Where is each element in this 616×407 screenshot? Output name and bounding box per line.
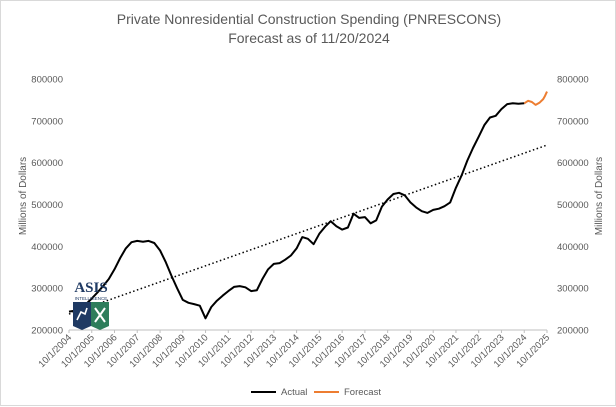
legend: Actual Forecast (251, 387, 381, 398)
y-axis-label-right: Millions of Dollars (594, 157, 605, 235)
y-tick-label-left: 300000 (31, 284, 63, 295)
y-tick-label-left: 200000 (31, 326, 63, 337)
logo-eagle-mark (76, 307, 88, 321)
logo-text: ASIS (74, 280, 107, 296)
y-tick-label-right: 300000 (557, 284, 589, 295)
y-tick-label-left: 800000 (31, 75, 63, 86)
legend-label-actual: Actual (281, 387, 307, 398)
logo-shield-left (73, 302, 91, 330)
y-tick-label-right: 800000 (557, 75, 589, 86)
y-tick-label-right: 200000 (557, 326, 589, 337)
trendline-group (68, 144, 548, 315)
series-line-actual (68, 102, 525, 320)
y-tick-label-left: 500000 (31, 200, 63, 211)
y-tick-label-left: 400000 (31, 242, 63, 253)
chart-title: Private Nonresidential Construction Spen… (117, 11, 501, 27)
axes-group: 200000 200000 300000 300000 400000 400000 5000… (31, 75, 588, 371)
y-tick-label-right: 400000 (557, 242, 589, 253)
y-tick-label-left: 600000 (31, 158, 63, 169)
series-group (68, 91, 548, 320)
chart-subtitle: Forecast as of 11/20/2024 (228, 30, 390, 46)
asis-logo: ASIS INTELLIGENCE (73, 280, 109, 330)
y-axis-label-left: Millions of Dollars (18, 157, 29, 235)
logo-cross-mark (94, 307, 106, 323)
trendline (68, 144, 548, 315)
legend-label-forecast: Forecast (344, 387, 381, 398)
series-line-forecast (523, 91, 548, 106)
y-tick-label-right: 700000 (557, 116, 589, 127)
y-tick-label-right: 500000 (557, 200, 589, 211)
logo-subtext: INTELLIGENCE (75, 296, 108, 301)
y-tick-label-left: 700000 (31, 116, 63, 127)
y-tick-label-right: 600000 (557, 158, 589, 169)
